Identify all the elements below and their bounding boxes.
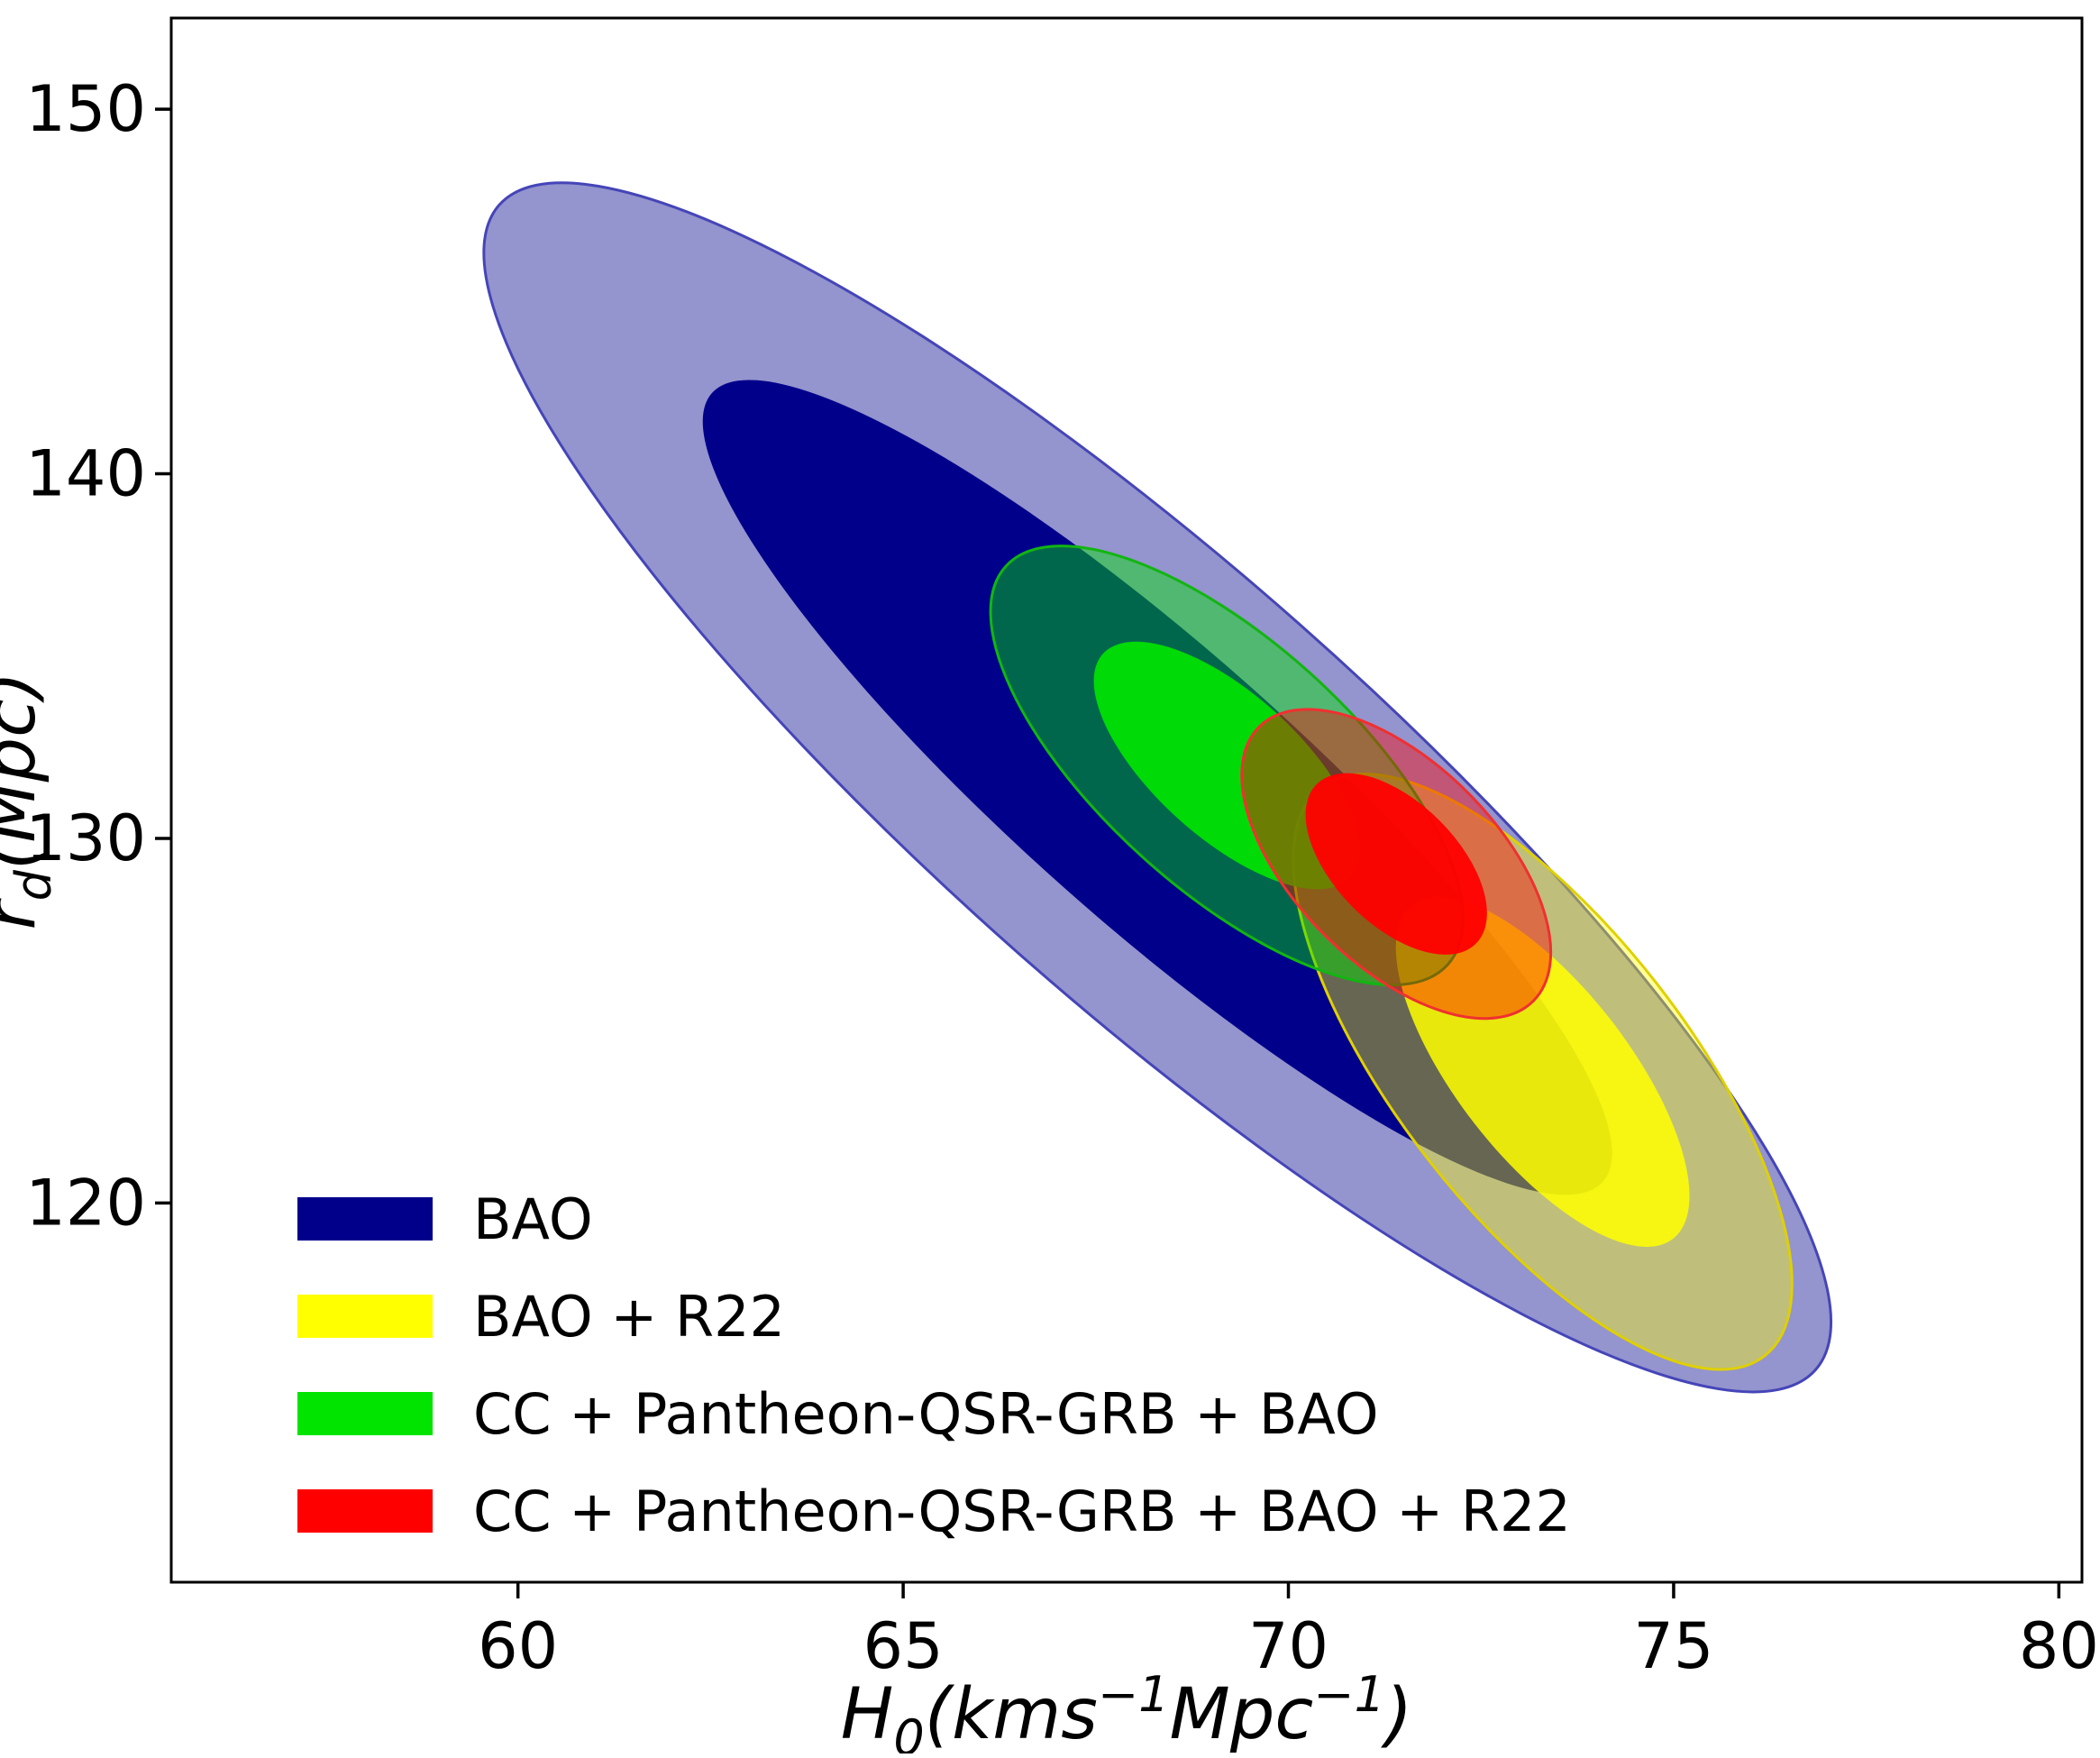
legend: BAO BAO + R22 CC + Pantheon-QSR-GRB + BAO C… xyxy=(297,1186,1571,1544)
x-tick-label: 70 xyxy=(1248,1609,1328,1683)
contour-1sigma-bao-r22 xyxy=(1395,896,1690,1247)
y-tick-label: 120 xyxy=(25,1166,146,1240)
axes: 60 65 70 75 80 120 130 140 150 xyxy=(25,16,2099,1683)
legend-label-bao: BAO xyxy=(473,1186,593,1252)
plot-border xyxy=(169,16,2084,1584)
y-axis-label: rd(Mpc) xyxy=(0,672,62,930)
x-tick-label: 60 xyxy=(478,1609,558,1683)
legend-swatch-cc-pantheon-qsr-grb-bao xyxy=(297,1392,433,1435)
y-tick-label: 140 xyxy=(25,437,146,511)
legend-label-cc-pantheon-qsr-grb-bao: CC + Pantheon-QSR-GRB + BAO xyxy=(473,1381,1379,1447)
legend-swatch-bao-r22 xyxy=(297,1295,433,1338)
contour-1sigma-cc-pantheon-qsr-grb-bao-r22 xyxy=(1305,773,1487,955)
x-tick-label: 80 xyxy=(2019,1609,2099,1683)
x-tick-label: 75 xyxy=(1633,1609,1713,1683)
y-tick-label: 130 xyxy=(25,801,146,875)
y-tick-label: 150 xyxy=(25,72,146,146)
legend-swatch-cc-pantheon-qsr-grb-bao-r22 xyxy=(297,1489,433,1533)
contour-1sigma-cc-pantheon-qsr-grb-bao xyxy=(1093,641,1360,890)
legend-swatch-bao xyxy=(297,1197,433,1241)
contour-layers xyxy=(482,181,1833,1394)
x-tick-label: 65 xyxy=(863,1609,944,1683)
legend-label-cc-pantheon-qsr-grb-bao-r22: CC + Pantheon-QSR-GRB + BAO + R22 xyxy=(473,1479,1571,1544)
x-axis-label: H0(kms−1Mpc−1) xyxy=(841,1666,1413,1753)
legend-label-bao-r22: BAO + R22 xyxy=(473,1284,785,1350)
